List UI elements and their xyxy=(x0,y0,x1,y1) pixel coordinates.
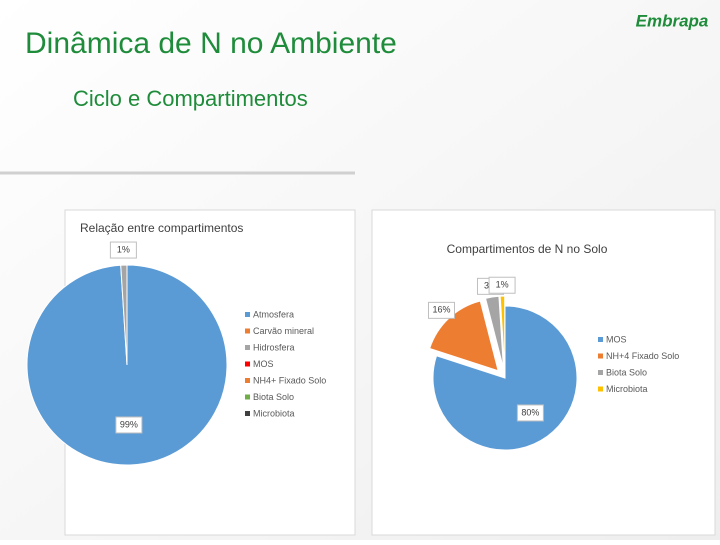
legend-label: NH+4 Fixado Solo xyxy=(606,351,679,361)
legend-swatch xyxy=(598,337,603,342)
legend-swatch xyxy=(598,353,603,359)
legend-label: Atmosfera xyxy=(253,309,294,319)
data-label-box xyxy=(488,276,516,294)
data-label: 80% xyxy=(521,407,539,417)
logo: Embrapa xyxy=(636,11,709,30)
data-label: 1% xyxy=(117,244,130,254)
data-label: 1% xyxy=(496,280,509,290)
data-label: 99% xyxy=(120,419,138,429)
legend-label: Hidrosfera xyxy=(253,342,295,352)
data-label-box xyxy=(516,404,544,422)
legend-swatch xyxy=(245,361,250,367)
data-label-box xyxy=(115,416,143,434)
chart-title: Compartimentos de N no Solo xyxy=(447,242,608,256)
legend-swatch xyxy=(245,394,250,400)
data-label-box xyxy=(109,241,137,259)
slide-title: Dinâmica de N no Ambiente xyxy=(25,27,397,60)
pie-slice xyxy=(484,295,504,369)
legend-label: NH4+ Fixado Solo xyxy=(253,375,326,385)
legend-label: Biota Solo xyxy=(606,367,647,377)
slide-subtitle: Ciclo e Compartimentos xyxy=(73,86,308,111)
legend-label: MOS xyxy=(253,359,274,369)
legend-label: Biota Solo xyxy=(253,392,294,402)
legend-swatch xyxy=(245,378,250,383)
pie-slice xyxy=(120,264,128,366)
legend-swatch xyxy=(245,345,250,350)
legend-swatch xyxy=(598,370,603,375)
legend-swatch xyxy=(245,411,250,416)
data-label-box xyxy=(427,301,455,319)
legend-label: Microbiota xyxy=(606,384,648,394)
data-label: 16% xyxy=(432,305,450,315)
pie-slice xyxy=(499,295,506,369)
legend-label: Carvão mineral xyxy=(253,326,314,336)
legend-swatch xyxy=(598,386,603,392)
legend-swatch xyxy=(245,312,250,317)
legend-label: Microbiota xyxy=(253,408,295,418)
legend-swatch xyxy=(245,328,250,334)
legend-label: MOS xyxy=(606,334,627,344)
chart-title: Relação entre compartimentos xyxy=(80,221,243,235)
pie-slice xyxy=(26,264,228,466)
